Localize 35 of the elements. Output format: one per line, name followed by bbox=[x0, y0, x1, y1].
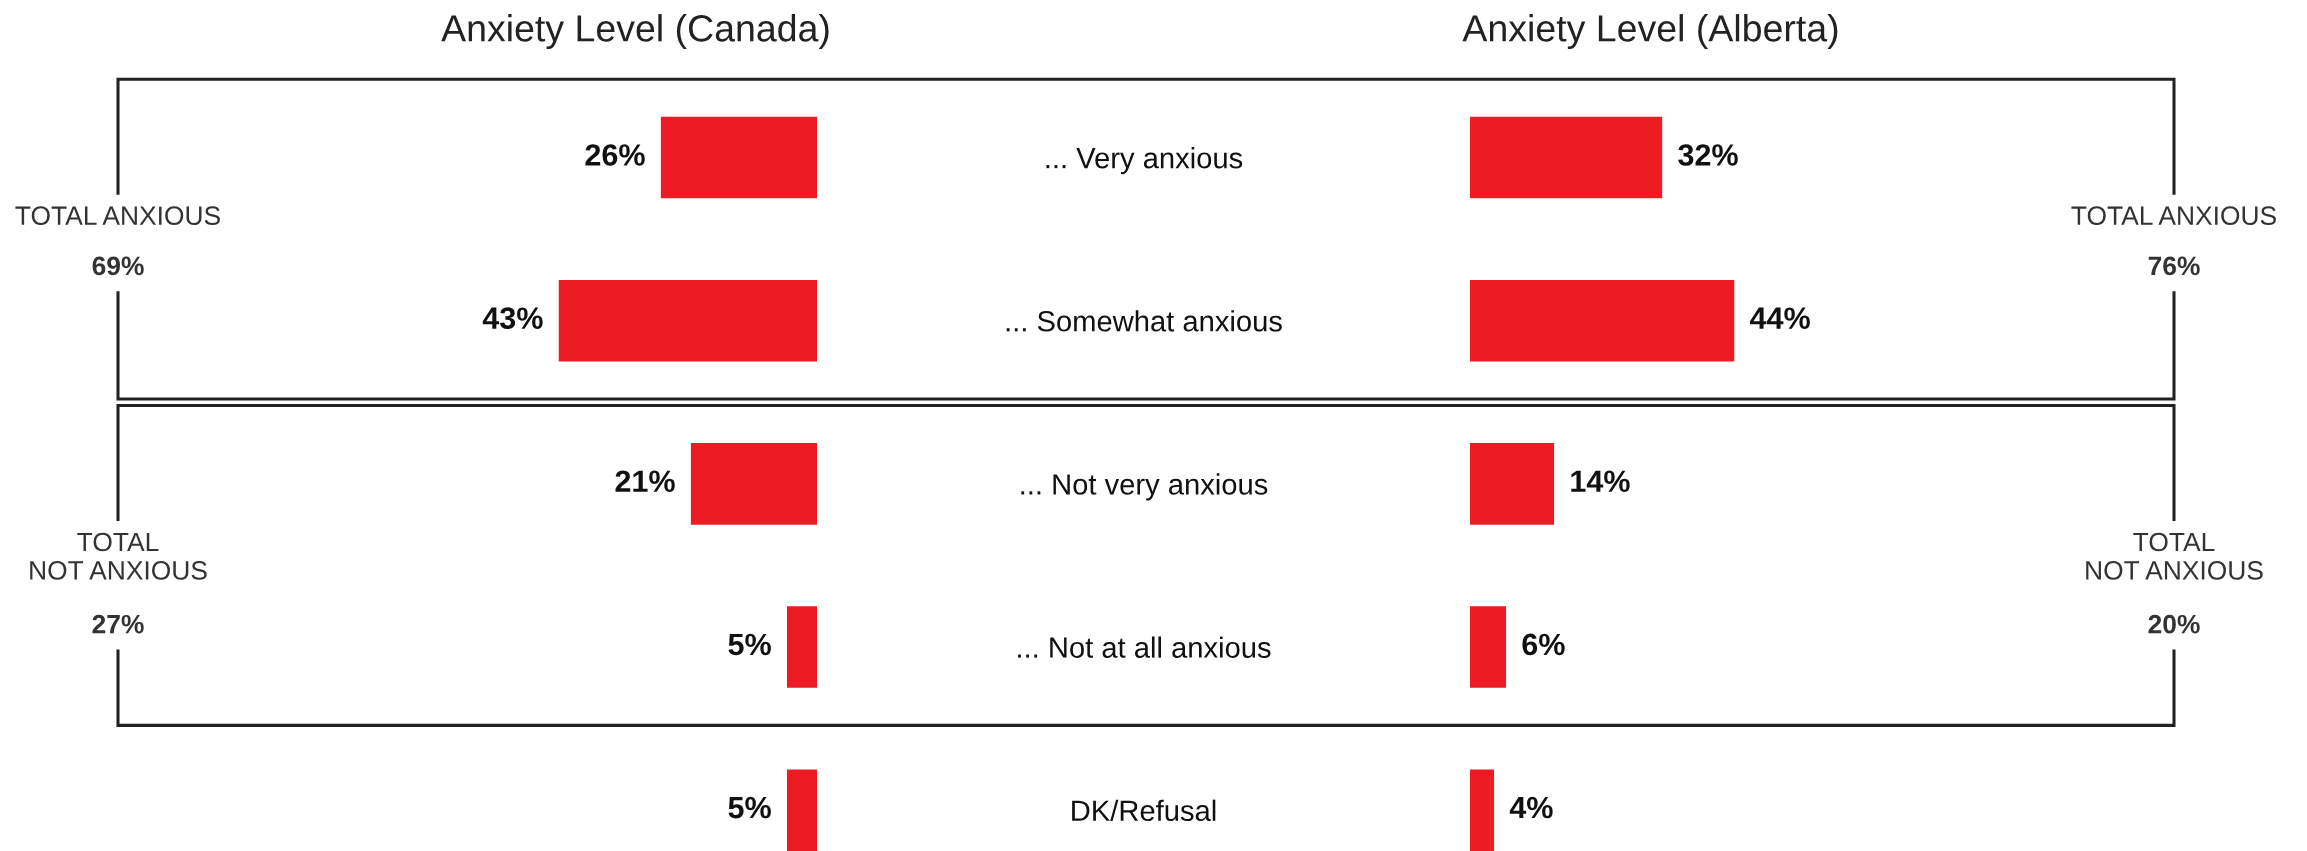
y-tick-label: ... Somewhat anxious bbox=[1006, 310, 1282, 332]
y-tick-label: DK/Refusal bbox=[1072, 799, 1216, 822]
text: TOTAL ANXIOUS bbox=[15, 206, 220, 226]
bar bbox=[1470, 443, 1555, 525]
text: TOTAL ANXIOUS bbox=[2071, 206, 2276, 226]
y-tick-label: ... Not very anxious bbox=[1021, 473, 1268, 501]
text: 69% bbox=[92, 256, 144, 276]
data-label: 32% bbox=[1678, 144, 1738, 166]
chart-title: Anxiety Level (Alberta) bbox=[1462, 14, 1838, 50]
data-label: 44% bbox=[1750, 307, 1810, 329]
y-tick-label: ... Not at all anxious bbox=[1018, 636, 1271, 658]
chart-title: Anxiety Level (Canada) bbox=[441, 14, 829, 50]
data-label: 5% bbox=[728, 633, 771, 656]
data-label: 26% bbox=[585, 144, 645, 166]
text: 27% bbox=[92, 614, 144, 634]
text: 76% bbox=[2148, 256, 2200, 276]
text: 20% bbox=[2148, 614, 2200, 634]
data-label: 43% bbox=[482, 307, 543, 329]
bar bbox=[786, 606, 817, 688]
y-tick-label: ... Very anxious bbox=[1046, 147, 1243, 175]
data-label: 14% bbox=[1571, 470, 1630, 493]
bar bbox=[1470, 769, 1495, 851]
data-label: 21% bbox=[615, 470, 675, 493]
bar bbox=[558, 279, 817, 362]
text: TOTAL NOT ANXIOUS bbox=[2086, 532, 2263, 580]
bar bbox=[660, 116, 817, 199]
text: TOTAL NOT ANXIOUS bbox=[30, 532, 207, 580]
data-label: 6% bbox=[1522, 633, 1565, 656]
bar bbox=[1470, 279, 1735, 362]
bar bbox=[1470, 116, 1663, 199]
data-label: 5% bbox=[728, 796, 771, 819]
bar bbox=[690, 443, 817, 525]
bar bbox=[786, 769, 817, 851]
data-label: 4% bbox=[1509, 796, 1553, 819]
bar bbox=[1470, 606, 1507, 688]
